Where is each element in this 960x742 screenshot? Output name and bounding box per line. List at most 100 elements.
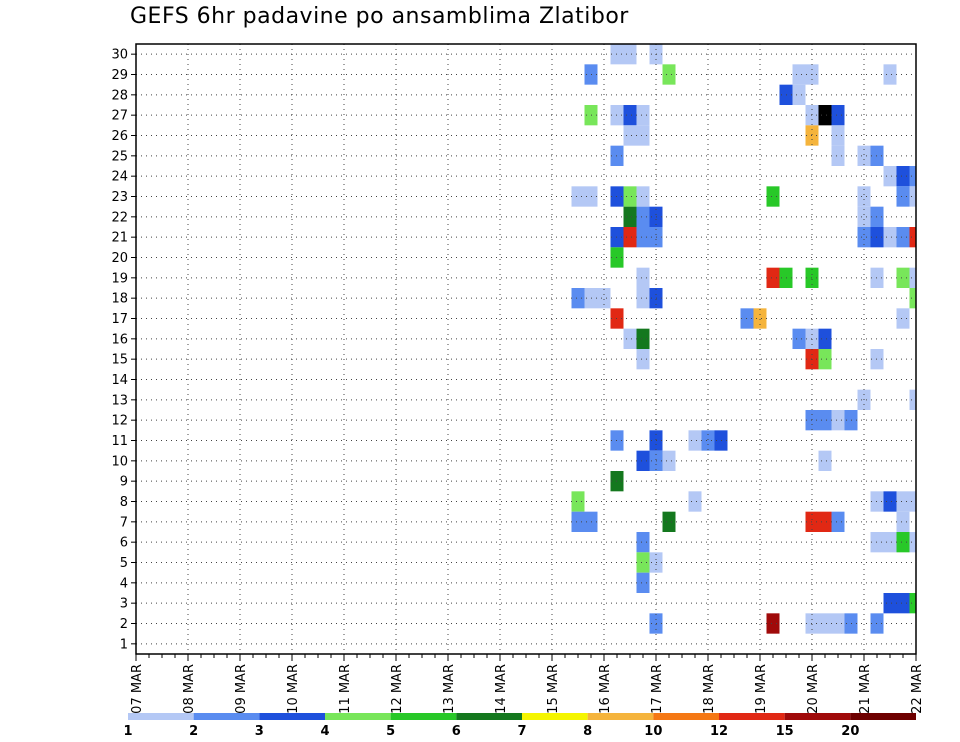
heatmap-cell: [896, 532, 910, 553]
chart-title: GEFS 6hr padavine po ansamblima Zlatibor: [130, 4, 629, 29]
colorbar-swatch: [522, 713, 588, 720]
x-tick-label: 20 MAR: [806, 664, 821, 714]
x-tick-label: 10 MAR: [286, 664, 301, 714]
x-tick-label: 12 MAR: [390, 664, 405, 714]
colorbar-swatch: [587, 713, 654, 720]
heatmap-cell: [636, 328, 650, 349]
heatmap-cell: [818, 613, 832, 634]
colorbar-swatch: [653, 713, 719, 720]
colorbar-label: 8: [583, 724, 592, 739]
y-tick-label: 24: [111, 170, 128, 185]
colorbar-label: 12: [710, 724, 728, 739]
x-tick-label: 13 MAR: [442, 664, 457, 714]
heatmap-cell: [623, 125, 637, 146]
heatmap-cell: [909, 267, 916, 288]
heatmap-cell: [753, 308, 767, 329]
y-tick-label: 26: [111, 129, 128, 144]
colorbar-swatch: [784, 713, 851, 720]
heatmap-cell: [597, 288, 611, 309]
y-tick-label: 7: [120, 515, 128, 530]
colorbar: 1 2 3 4 5 6 7 8 10 12 15 20: [123, 713, 916, 739]
heatmap-cell: [792, 64, 806, 85]
y-tick-label: 30: [111, 48, 128, 63]
heatmap-cell: [818, 410, 832, 431]
heatmap-cell: [818, 511, 832, 532]
heatmap-cell: [883, 491, 897, 512]
colorbar-label: 4: [320, 724, 329, 739]
heatmap-cell: [701, 430, 715, 451]
heatmap-cell: [623, 186, 637, 207]
heatmap-cell: [831, 105, 845, 126]
y-tick-label: 11: [111, 434, 128, 449]
y-tick-label: 23: [111, 190, 128, 205]
y-tick-label: 27: [111, 109, 128, 124]
heatmap-cell: [636, 572, 650, 593]
y-tick-label: 29: [111, 68, 128, 83]
y-tick-label: 22: [111, 210, 128, 225]
heatmap-cell: [636, 288, 650, 309]
heatmap-cell: [636, 450, 650, 471]
heatmap-cell: [831, 145, 845, 166]
y-tick-label: 15: [111, 353, 128, 368]
heatmap-cell: [883, 227, 897, 248]
y-tick-label: 17: [111, 312, 128, 327]
colorbar-swatch: [719, 713, 785, 720]
colorbar-swatch: [390, 713, 457, 720]
y-tick-label: 16: [111, 332, 128, 347]
heatmap-cell: [896, 511, 910, 532]
heatmap-cell: [792, 328, 806, 349]
colorbar-label: 7: [517, 724, 526, 739]
heatmap-cell: [896, 267, 910, 288]
heatmap-cell: [623, 328, 637, 349]
heatmap-cell: [636, 125, 650, 146]
heatmap-cell: [636, 227, 650, 248]
heatmap-cell: [896, 593, 910, 614]
heatmap-cell: [831, 125, 845, 146]
heatmap-cell: [636, 206, 650, 227]
heatmap-cell: [857, 227, 871, 248]
gridlines: [136, 44, 916, 654]
x-tick-label: 16 MAR: [598, 664, 613, 714]
heatmap-cell: [688, 430, 702, 451]
x-tick-label: 07 MAR: [130, 664, 145, 714]
x-tick-label: 11 MAR: [338, 664, 353, 714]
heatmap-cell: [831, 410, 845, 431]
heatmap-cell: [636, 532, 650, 553]
heatmap-cell: [883, 532, 897, 553]
heatmap-cell: [662, 64, 676, 85]
heatmap-cell: [818, 349, 832, 370]
heatmap-cell: [896, 227, 910, 248]
y-tick-label: 13: [111, 393, 128, 408]
heatmap-cell: [857, 206, 871, 227]
heatmap-cell: [571, 186, 585, 207]
heatmap-cell: [688, 491, 702, 512]
heatmap-cell: [909, 186, 916, 207]
y-tick-label: 5: [120, 556, 128, 571]
colorbar-label: 5: [386, 724, 395, 739]
colorbar-label: 3: [255, 724, 264, 739]
heatmap-cell: [623, 206, 637, 227]
heatmap-cell: [571, 491, 585, 512]
heatmap-cell: [636, 552, 650, 573]
heatmap-cell: [883, 593, 897, 614]
y-tick-label: 6: [120, 536, 128, 551]
heatmap-cell: [766, 186, 780, 207]
x-tick-label: 17 MAR: [650, 664, 665, 714]
colorbar-label: 15: [776, 724, 794, 739]
x-tick-label: 09 MAR: [234, 664, 249, 714]
heatmap-cell: [662, 450, 676, 471]
heatmap-cell: [818, 450, 832, 471]
heatmap-cell: [792, 84, 806, 105]
y-tick-label: 19: [111, 271, 128, 286]
y-tick-label: 8: [120, 495, 128, 510]
colorbar-label: 6: [452, 724, 461, 739]
y-tick-label: 14: [111, 373, 128, 388]
heatmap-cell: [896, 186, 910, 207]
heatmap-cell: [883, 64, 897, 85]
heatmap-cell: [909, 389, 916, 410]
heatmap-cell: [909, 227, 916, 248]
heatmap-cell: [623, 105, 637, 126]
x-tick-label: 22 MAR: [910, 664, 925, 714]
heatmap-cell: [818, 328, 832, 349]
y-tick-label: 25: [111, 149, 128, 164]
